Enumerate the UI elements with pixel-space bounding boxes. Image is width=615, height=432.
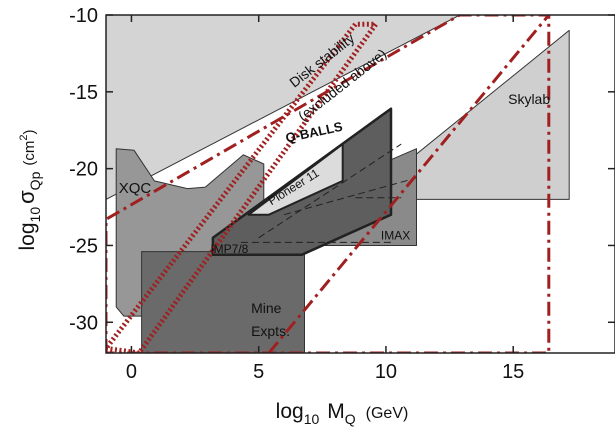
dashed-line-2 xyxy=(283,177,417,216)
xqc-label: XQC xyxy=(119,180,152,197)
mine-sublabel: Expts. xyxy=(251,323,290,339)
plot-frame xyxy=(105,14,615,354)
y-axis-title: log10 σQp (cm2) xyxy=(14,130,43,251)
y-tick-label: -30 xyxy=(69,312,98,334)
y-tick-label: -15 xyxy=(69,82,98,104)
y-tick-label: -20 xyxy=(69,159,98,181)
x-tick-label: 10 xyxy=(375,361,397,383)
red-dashdot-diagonal xyxy=(267,15,550,353)
dashed-line-1 xyxy=(258,143,402,239)
y-axis-title-unit: (cm xyxy=(21,141,38,166)
x-axis-title-log: log xyxy=(276,400,304,423)
region-disk xyxy=(106,15,461,200)
y-tick-label: -25 xyxy=(69,235,98,257)
region-pioneer xyxy=(247,143,344,216)
x-axis-title-log-sub: 10 xyxy=(304,411,320,427)
y-tick-label: -10 xyxy=(69,5,98,27)
x-axis-title-unit: (GeV) xyxy=(366,405,409,422)
x-tick-label: 15 xyxy=(502,361,524,383)
skylab-label: Skylab xyxy=(508,91,550,107)
x-tick-label: 5 xyxy=(253,361,264,383)
qballs-label: Q-BALLS xyxy=(284,119,344,146)
imax-label: IMAX xyxy=(381,228,410,242)
y-axis-title-unit-sup: 2 xyxy=(18,135,30,141)
y-axis-title-symbol-sub: Qp xyxy=(27,171,43,190)
x-axis-title-symbol: M xyxy=(327,400,345,423)
y-axis-title-log-sub: 10 xyxy=(27,207,43,223)
x-tick-label: 0 xyxy=(126,361,137,383)
x-axis-title: log10 MQ (GeV) xyxy=(276,400,409,427)
imp-label: IMP7/8 xyxy=(210,242,248,256)
red-dotted-band xyxy=(106,21,379,353)
y-axis-title-unit-close: ) xyxy=(21,130,38,135)
y-axis-title-log: log xyxy=(16,222,39,250)
x-axis-title-symbol-sub: Q xyxy=(345,411,356,427)
y-axis-title-symbol: σ xyxy=(14,190,39,204)
mine-label: Mine xyxy=(251,300,282,316)
